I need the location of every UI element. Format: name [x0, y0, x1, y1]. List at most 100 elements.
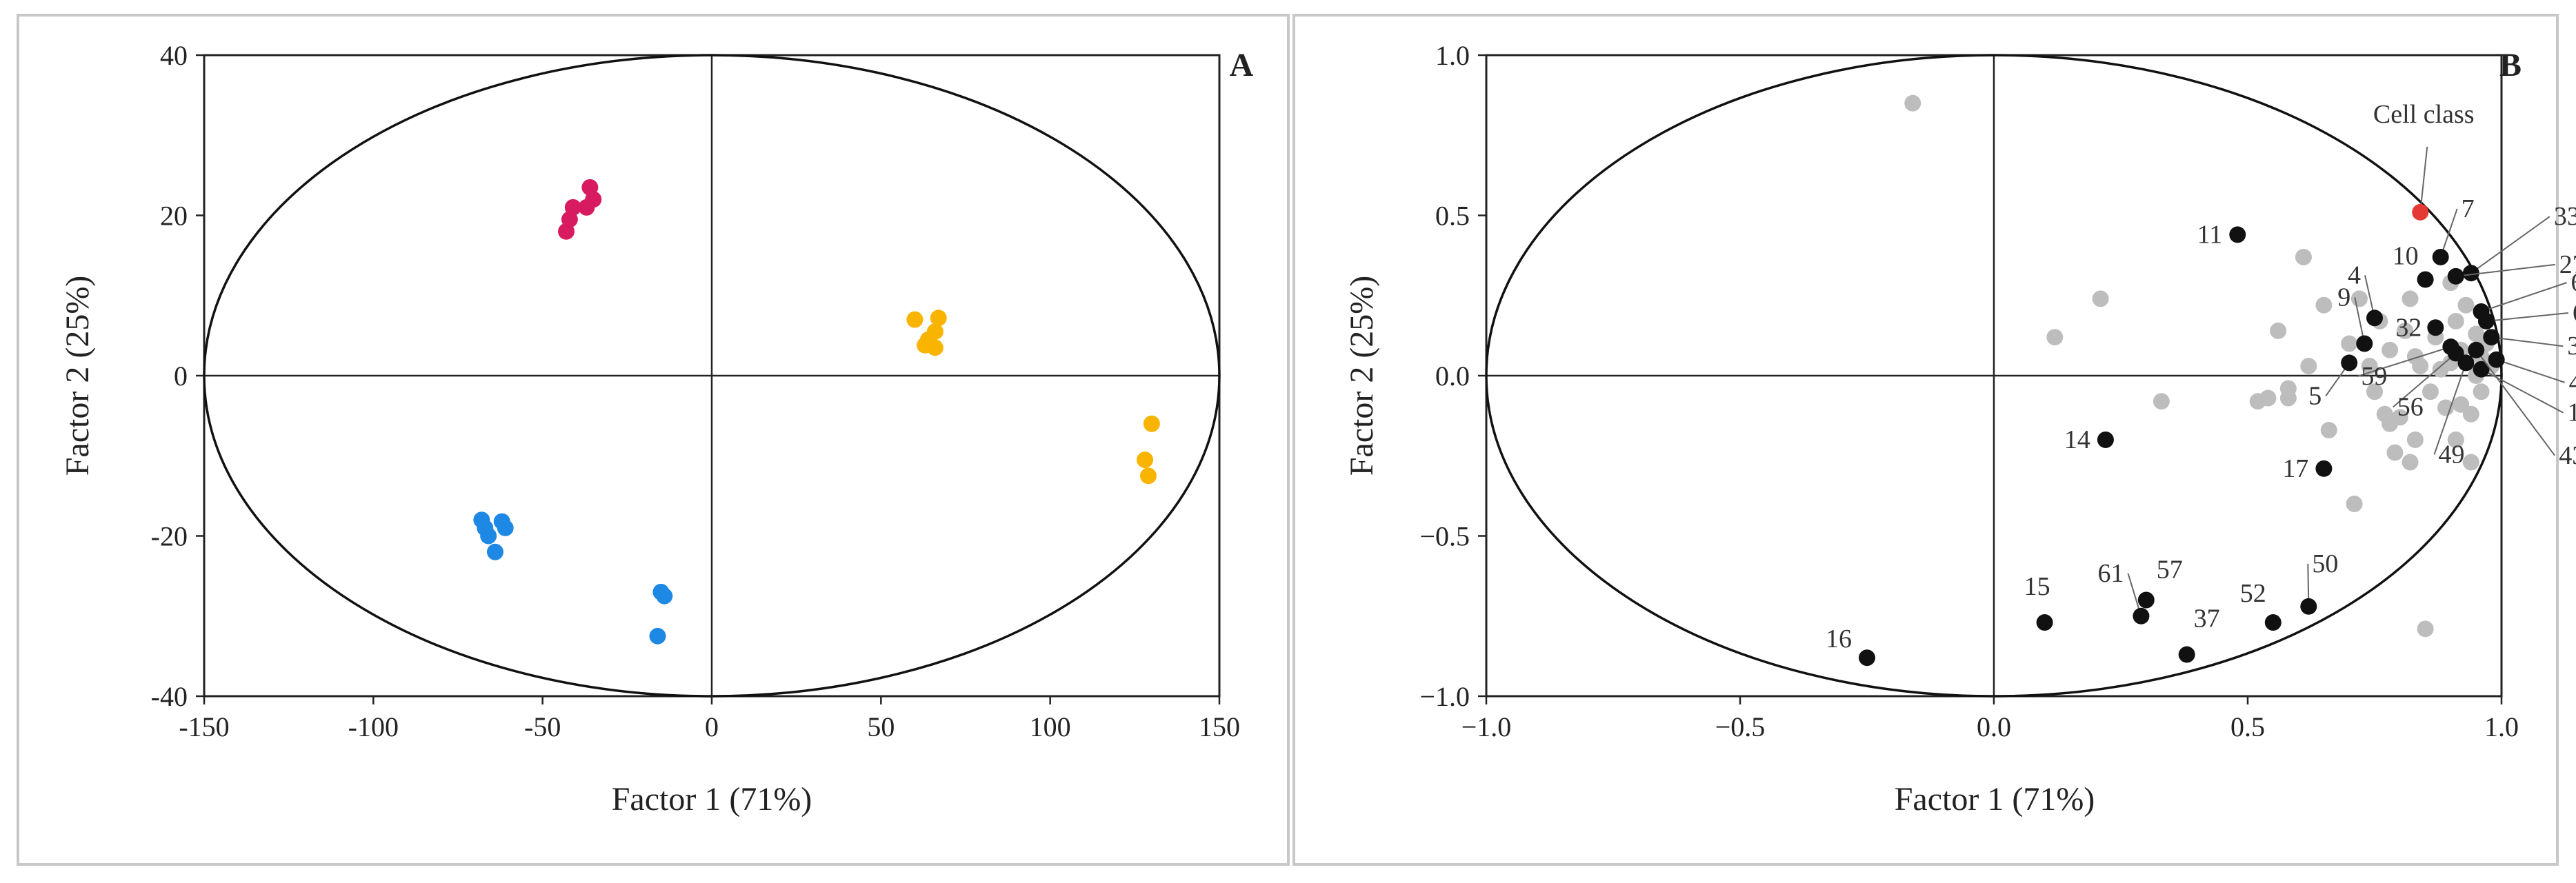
panel-b-labeled-point [2483, 329, 2500, 346]
panel-b-grey-point [2046, 329, 2064, 346]
panel-b-y-tick-label: −0.5 [1419, 521, 1470, 552]
panel-b-x-tick-label: 0.5 [2230, 711, 2265, 742]
panel-b-point-label: 48 [2569, 368, 2576, 397]
panel-b-labeled-point [2417, 271, 2434, 288]
panel-b-leader-line [2433, 363, 2467, 455]
panel-b-leader-line [2419, 146, 2428, 212]
panel-a-point-1 [926, 339, 943, 356]
panel-b-point-label: 33 [2554, 202, 2576, 231]
panel-b-frame [1292, 14, 2559, 866]
panel-b-grey-point [2473, 383, 2490, 400]
panel-b-grey-point [2366, 383, 2383, 400]
panel-b-grey-point [2350, 290, 2368, 307]
panel-a-plot: -150 -100 -50 0 50 100 150 -40 -20 0 20 40 [151, 40, 1240, 742]
panel-b-x-axis-title: Factor 1 (71%) [1895, 781, 2095, 818]
panel-b-grey-point [2391, 409, 2408, 426]
panel-b-point-label: 27 [2559, 250, 2576, 279]
panel-b-labeled-point [2137, 591, 2155, 609]
panel-b-labeled-point [2447, 267, 2464, 285]
panel-b-leader-line [2439, 208, 2458, 258]
panel-b-labeled-point [2097, 432, 2114, 448]
panel-b-labeled-point [2366, 309, 2383, 327]
panel-b-leader-line [2496, 358, 2565, 383]
panel-b-grey-point [2397, 322, 2414, 339]
panel-a-x-tick-label: 150 [1199, 711, 1240, 742]
panel-b-labeled-point [2133, 607, 2150, 625]
panel-b-point-label: 7 [2462, 194, 2475, 223]
panel-a-x-tick-label: 0 [705, 711, 719, 742]
panel-a-point-2 [486, 543, 503, 560]
panel-a-point-2 [497, 519, 514, 536]
panel-b-labeled-point [2468, 341, 2485, 358]
panel-b-grey-point [2386, 444, 2404, 461]
panel-b-grey-point [2346, 496, 2363, 512]
panel-b: −1.0 −0.5 0.0 0.5 1.0 −1.0 −0.5 0.0 0.5 1.0 7 33 10 2… [1292, 14, 2576, 866]
panel-b-point-label: 10 [2393, 242, 2419, 271]
panel-b-grey-point [2462, 454, 2479, 471]
panel-b-labeled-point [2300, 598, 2317, 615]
panel-b-grey-point [2361, 358, 2378, 375]
panel-b-point-label: 57 [2157, 556, 2183, 585]
panel-a-point-2 [649, 627, 666, 645]
panel-b-y-tick-label: −1.0 [1419, 681, 1470, 712]
panel-b-leader-line [2455, 263, 2555, 277]
panel-b-point-label: 18 [2568, 398, 2576, 427]
panel-b-grey-point [2153, 393, 2170, 410]
panel-b-y-tick-label: 0.5 [1435, 201, 1470, 232]
panel-b-grey-point [2279, 389, 2297, 407]
panel-b-labeled-point [2315, 460, 2333, 477]
panel-b-labeled-point [2036, 614, 2053, 631]
panel-a-point-1 [1139, 467, 1157, 485]
panel-b-labeled-point [2442, 338, 2459, 356]
panel-b-labeled-point [1859, 649, 1875, 667]
panel-b-labeled-point [2178, 646, 2195, 663]
panel-a-frame [17, 14, 1290, 866]
panel-b-grey-point [1904, 94, 1921, 112]
panel-b-point-label: 9 [2337, 283, 2350, 312]
panel-a-y-tick-label: 0 [174, 361, 188, 392]
panel-a-y-axis-title: Factor 2 (25%) [59, 276, 96, 476]
panel-b-point-label: 52 [2240, 579, 2266, 608]
panel-a-y-tick-label: -40 [151, 681, 188, 712]
panel-b-point-label: 43 [2559, 441, 2576, 470]
panel-b-labeled-point [2477, 312, 2495, 329]
panel-b-grey-point [2457, 296, 2475, 314]
panel-b-grey-point [2270, 322, 2287, 339]
panel-a-y-tick-label: -20 [151, 521, 188, 552]
panel-b-point-label: 11 [2197, 220, 2223, 249]
panel-b-label: B [2499, 47, 2522, 83]
panel-b-grey-point [2315, 296, 2333, 314]
panel-b-leader-line [2475, 349, 2556, 456]
panel-b-x-tick-label: −0.5 [1715, 711, 1766, 742]
panel-a-point-0 [578, 199, 595, 216]
panel-b-x-tick-label: −1.0 [1461, 711, 1512, 742]
panel-a-point-2 [652, 583, 670, 600]
panel-a-label: A [1230, 47, 1254, 83]
panel-b-point-label: 5 [2308, 381, 2322, 410]
panel-b-labeled-point [2473, 361, 2490, 378]
panel-b-point-label: 56 [2397, 392, 2424, 421]
panel-b-labeled-point [2462, 265, 2479, 282]
panel-b-labeled-point [2341, 354, 2358, 372]
panel-b-y-tick-label: 0.0 [1435, 361, 1470, 392]
panel-b-y-tick-label: 1.0 [1435, 40, 1470, 71]
panel-b-grey-point [2406, 432, 2424, 448]
panel-b-labeled-point [2488, 351, 2505, 368]
panel-b-leader-line [2481, 282, 2567, 312]
panel-a-point-1 [1143, 415, 1160, 432]
panel-b-grey-point [2402, 454, 2419, 471]
panel-b-point-label: 14 [2064, 425, 2090, 454]
panel-b-point-label: 59 [2361, 362, 2387, 391]
panel-a-x-tick-label: -50 [524, 711, 561, 742]
panel-b-grey-point [2382, 341, 2399, 358]
panel-a-point-1 [930, 309, 947, 327]
panel-b-point-label: 35 [2567, 332, 2576, 361]
panel-b-labeled-point [2427, 319, 2444, 336]
panel-b-highlight-point [2412, 203, 2429, 221]
panel-b-leader-line [2470, 216, 2550, 274]
panel-a-x-tick-label: 100 [1030, 711, 1071, 742]
panel-b-grey-point [2412, 358, 2429, 375]
panel-b-grey-point [2092, 290, 2109, 307]
panel-a-x-tick-label: -150 [179, 711, 229, 742]
